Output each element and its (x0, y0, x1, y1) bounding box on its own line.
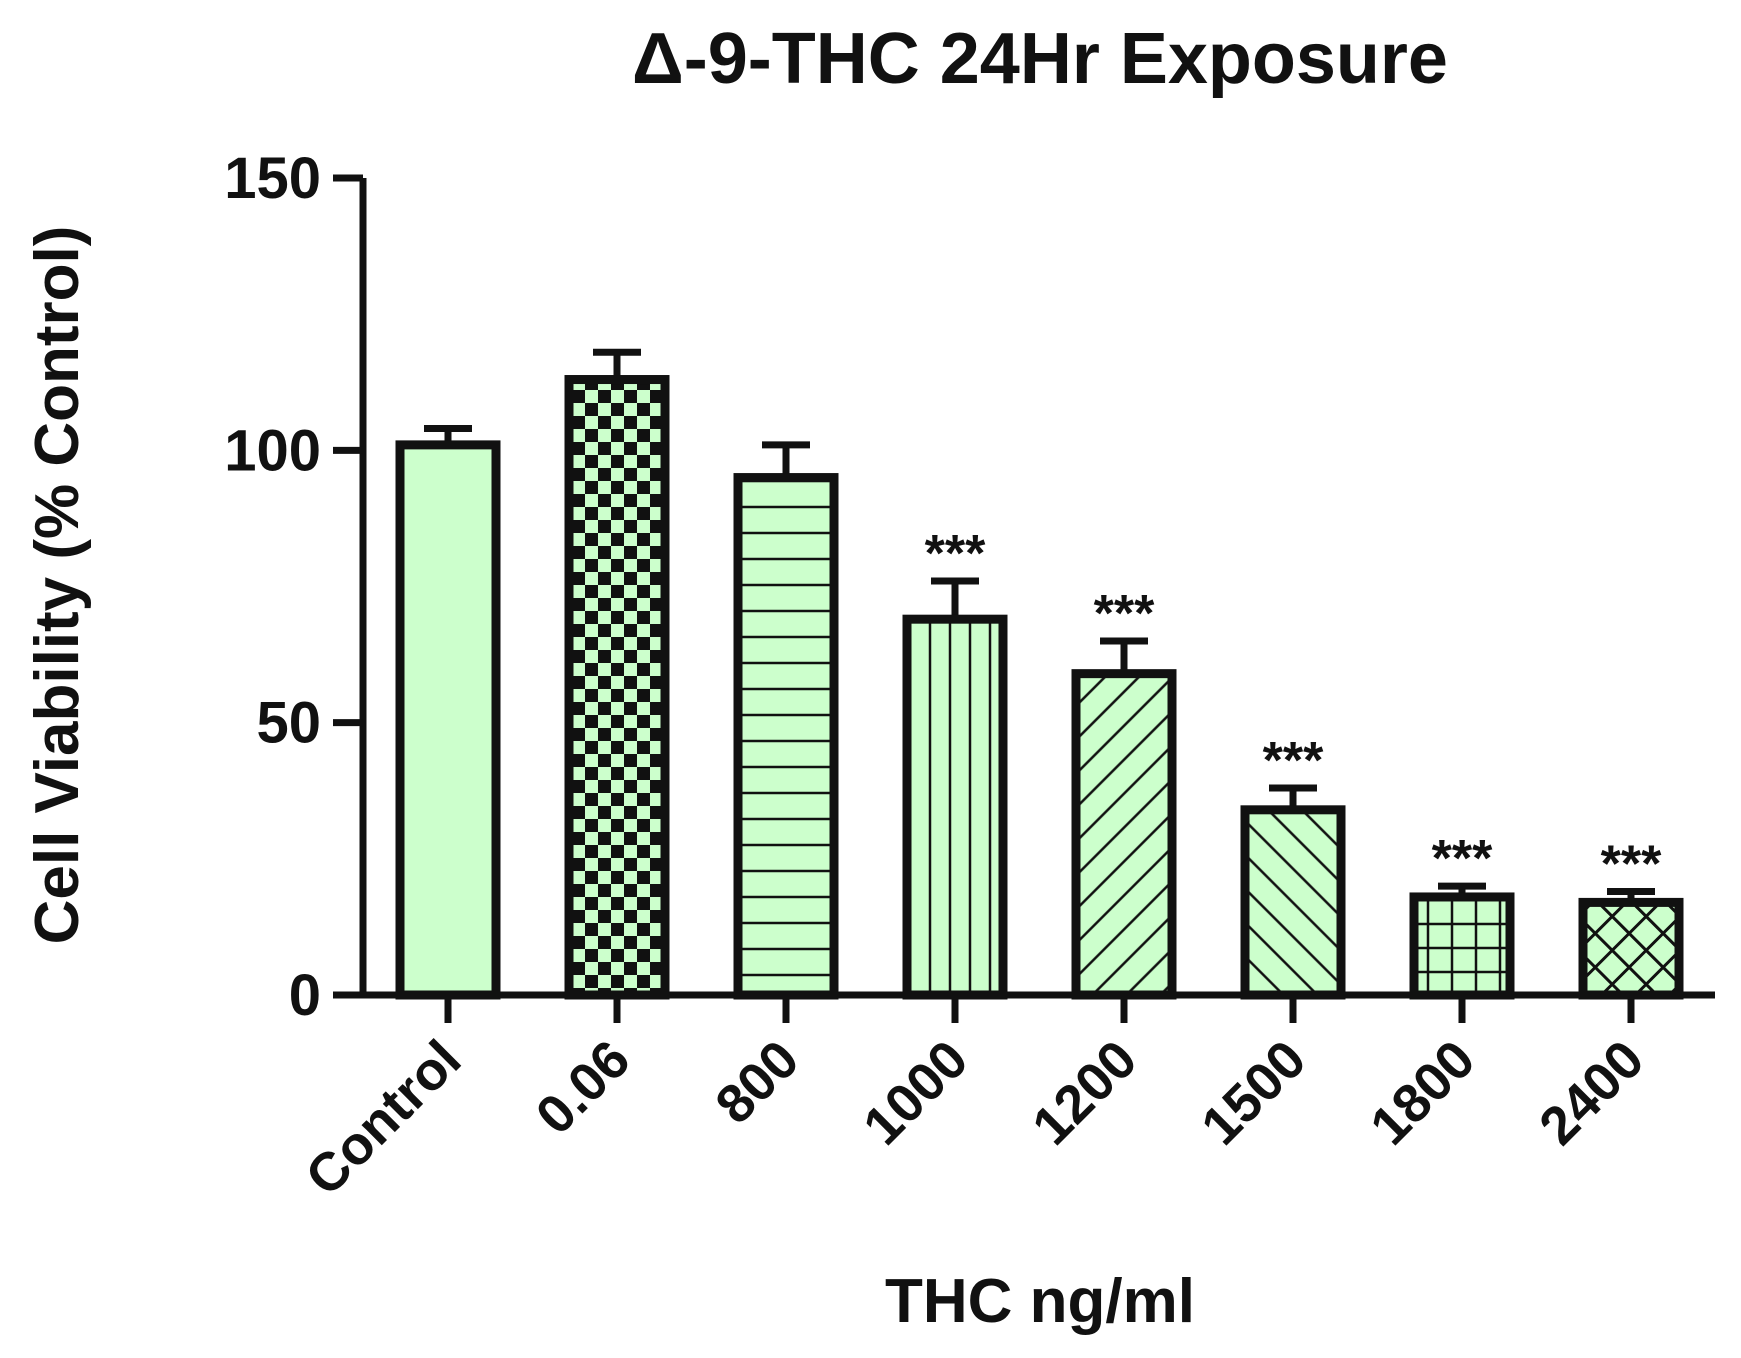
bar-1800 (1409, 892, 1515, 1000)
y-tick-label: 50 (256, 691, 321, 756)
bar-2400 (1578, 897, 1684, 1000)
x-tick-label: 0.06 (525, 1029, 642, 1146)
x-tick-label: 1000 (852, 1029, 979, 1156)
x-tick-label: 1800 (1359, 1029, 1486, 1156)
bar-800 (733, 473, 839, 1000)
y-tick-label: 0 (289, 963, 321, 1028)
x-tick-label: 1500 (1190, 1029, 1317, 1156)
bars-group: *** *** *** *** *** (395, 348, 1684, 1000)
bar-control (395, 440, 501, 1000)
y-tick-label: 150 (224, 146, 321, 211)
y-axis-label: Cell Viability (% Control) (23, 226, 92, 945)
significance-label: *** (1263, 732, 1324, 790)
x-axis: Control 0.06 800 1000 1200 1500 1800 2400 (294, 991, 1715, 1207)
x-tick-label: 800 (704, 1029, 810, 1135)
significance-label: *** (1094, 585, 1155, 643)
significance-label: *** (925, 525, 986, 583)
chart-title: Δ-9-THC 24Hr Exposure (632, 19, 1448, 99)
bar-1200 (1071, 669, 1177, 1000)
y-tick-label: 100 (224, 418, 321, 483)
y-axis: 0 50 100 150 (224, 146, 367, 1028)
bar-0-06 (564, 375, 670, 1000)
x-tick-label: 1200 (1021, 1029, 1148, 1156)
bar-1000 (902, 614, 1008, 1000)
x-tick-label: 2400 (1528, 1029, 1655, 1156)
significance-label: *** (1601, 836, 1662, 894)
significance-label: *** (1432, 830, 1493, 888)
bar-1500 (1240, 805, 1346, 1000)
x-axis-label: THC ng/ml (885, 1267, 1195, 1336)
x-tick-label: Control (294, 1029, 472, 1207)
